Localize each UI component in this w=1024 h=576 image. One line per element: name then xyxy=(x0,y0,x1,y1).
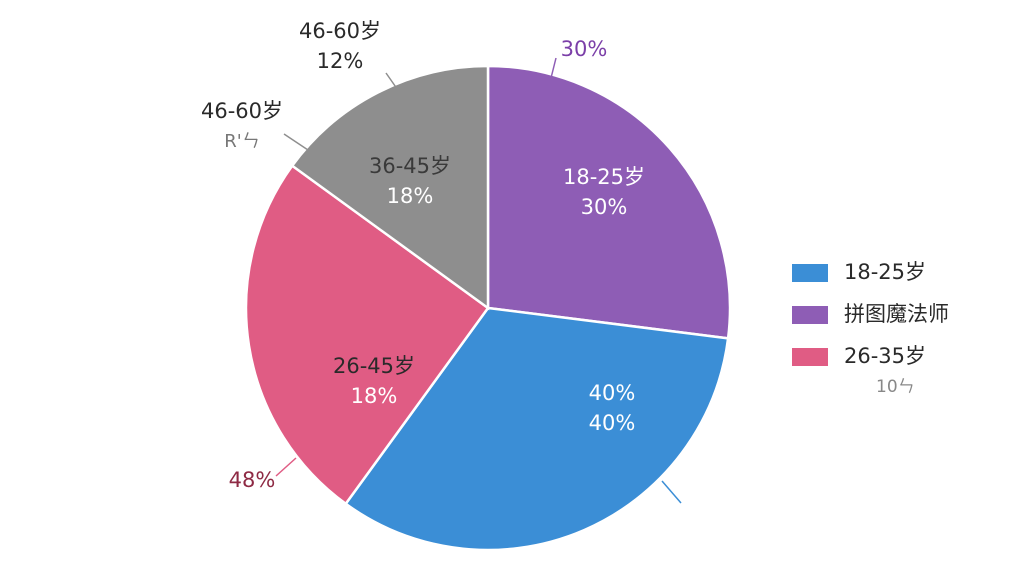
legend-swatch-3 xyxy=(792,348,828,366)
legend-swatch-2 xyxy=(792,306,828,324)
slice-2-inner-label-1: 40% xyxy=(589,381,636,405)
slice-1-inner-label-2: 30% xyxy=(581,195,628,219)
legend-label-2: 拼图魔法师 xyxy=(844,302,949,326)
slice-4-inner-label-2: 18% xyxy=(387,184,434,208)
legend-label-3: 26-35岁 xyxy=(844,344,926,368)
slice-4-outer-label-1: 46-60岁 xyxy=(299,19,381,43)
extra-callout-label-1: 46-60岁 xyxy=(201,99,283,123)
legend-label-1: 18-25岁 xyxy=(844,260,926,284)
pie-slice-1 xyxy=(486,64,732,340)
slice-1-leader-line xyxy=(550,57,557,79)
slice-1-inner-label-1: 18-25岁 xyxy=(563,165,645,189)
legend-swatch-1 xyxy=(792,264,828,282)
slice-3-outer-label-1: 48% xyxy=(229,468,276,492)
leader-lines-layer xyxy=(275,57,682,504)
slice-4-outer-label-2: 12% xyxy=(317,49,364,73)
slices-layer xyxy=(244,64,732,552)
extra-callout-label-2: R'ㄣ xyxy=(224,131,259,152)
slice-3-inner-label-1: 26-45岁 xyxy=(333,354,415,378)
pie-slice-2 xyxy=(344,306,730,552)
extra-callout-leader-line xyxy=(283,133,309,151)
legend-note-3: 10ㄣ xyxy=(876,377,915,397)
slice-3-inner-label-2: 18% xyxy=(351,384,398,408)
slice-4-inner-label-1: 36-45岁 xyxy=(369,154,451,178)
labels-layer: 18-25岁 30% 30% 40% 40% 26-45岁 18% 48% 36-45岁 18% 4… xyxy=(201,19,645,492)
slice-2-leader-line xyxy=(661,480,682,504)
pie-slice-4 xyxy=(290,64,490,311)
slice-2-inner-label-2: 40% xyxy=(589,411,636,435)
slice-1-outer-label-1: 30% xyxy=(561,37,608,61)
pie-slice-3 xyxy=(244,164,490,506)
slice-4-leader-line xyxy=(385,72,401,94)
slice-3-leader-line xyxy=(275,457,297,477)
